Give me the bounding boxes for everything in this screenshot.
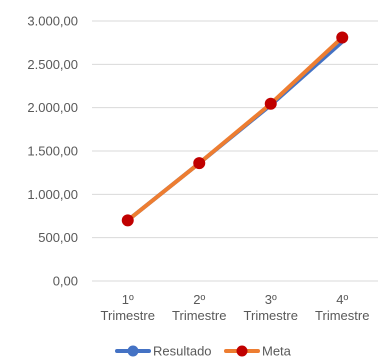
legend-marker-resultado xyxy=(127,345,139,357)
y-tick-label: 3.000,00 xyxy=(27,14,78,29)
data-point-meta xyxy=(264,97,277,110)
legend-label-resultado: Resultado xyxy=(153,344,212,359)
series-lines xyxy=(125,35,345,223)
legend: Resultado Meta xyxy=(115,344,292,359)
y-tick-label: 2.000,00 xyxy=(27,100,78,115)
data-point-meta xyxy=(121,214,134,227)
y-tick-label: 1.000,00 xyxy=(27,187,78,202)
x-tick-label: 3º Trimestre xyxy=(244,292,298,323)
y-tick-label: 0,00 xyxy=(53,274,78,289)
x-tick-label: 2º Trimestre xyxy=(172,292,226,323)
series-line-meta xyxy=(125,35,345,223)
x-axis-labels: 1º Trimestre 2º Trimestre 3º Trimestre 4º Trime… xyxy=(101,292,370,323)
x-tick-label: 4º Trimestre xyxy=(315,292,369,323)
y-tick-label: 500,00 xyxy=(38,230,78,245)
series-markers xyxy=(121,31,349,227)
y-tick-label: 2.500,00 xyxy=(27,57,78,72)
x-tick-label: 1º Trimestre xyxy=(101,292,155,323)
legend-marker-meta xyxy=(236,345,248,357)
y-tick-label: 1.500,00 xyxy=(27,144,78,159)
legend-label-meta: Meta xyxy=(262,344,292,359)
data-point-meta xyxy=(193,157,206,170)
data-point-meta xyxy=(336,31,349,44)
y-axis-labels: 0,00 500,00 1.000,00 1.500,00 2.000,00 2.500,… xyxy=(27,14,78,289)
gridlines xyxy=(92,20,378,282)
